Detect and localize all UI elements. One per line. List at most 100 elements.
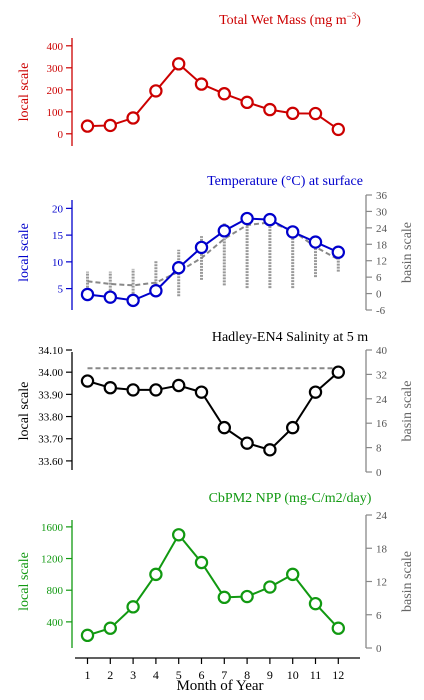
panel-title-text: Hadley-EN4 Salinity at 5 m: [212, 330, 368, 345]
left-tick-label: 100: [47, 107, 64, 119]
left-tick-label: 33.90: [38, 389, 63, 401]
panel-title: CbPM2 NPP (mg-C/m2/day): [209, 491, 372, 506]
left-tick-label: 800: [47, 585, 64, 597]
left-tick-label: 33.70: [38, 434, 63, 446]
data-point: [194, 240, 209, 255]
series-line: [87, 62, 339, 131]
series-line: [87, 371, 339, 451]
data-point: [331, 122, 345, 137]
right-tick-label: 18: [376, 239, 388, 251]
data-point: [331, 245, 345, 259]
x-tick-label: 4: [153, 668, 159, 682]
data-point: [286, 420, 300, 435]
x-tick-label: 6: [199, 668, 205, 682]
data-point: [308, 385, 323, 399]
right-tick-label: 30: [376, 206, 388, 218]
left-tick-label: 400: [47, 617, 64, 629]
panel-title: Hadley-EN4 Salinity at 5 m: [212, 330, 368, 345]
panel-title-text: Temperature (°C) at surface: [207, 174, 363, 189]
right-tick-label: 0: [376, 467, 382, 479]
series-line: [87, 533, 340, 637]
data-point: [149, 383, 163, 397]
right-tick-label: 24: [376, 223, 388, 235]
data-point: [149, 84, 163, 98]
data-point: [194, 77, 209, 91]
panel-title-text: Total Wet Mass (mg m: [219, 13, 347, 28]
right-tick-label: 36: [376, 190, 388, 202]
data-point: [103, 381, 118, 395]
data-point: [194, 555, 209, 570]
data-point: [171, 261, 186, 275]
data-point: [171, 528, 186, 542]
left-tick-label: 34.00: [38, 367, 63, 379]
data-point: [263, 212, 277, 227]
right-tick-label: 6: [376, 272, 382, 284]
x-axis: 1 2 3 4 5 6 7 8 9 10 11 12 Month of Year: [75, 657, 360, 694]
panel-title-text: CbPM2 NPP (mg-C/m2/day): [209, 491, 372, 506]
left-tick-label: 33.60: [38, 456, 63, 468]
data-point: [286, 225, 300, 239]
x-tick-label: 1: [85, 668, 91, 682]
data-point: [331, 365, 345, 379]
data-point: [240, 436, 254, 450]
x-tick-label: 2: [107, 668, 113, 682]
panel-title: Total Wet Mass (mg m−3): [219, 11, 361, 28]
left-axis-label: local scale: [17, 552, 32, 611]
data-point: [171, 378, 186, 393]
data-point: [286, 106, 300, 121]
right-tick-label: 40: [376, 345, 388, 357]
data-point: [240, 211, 254, 226]
right-axis-label: basin scale: [400, 222, 415, 283]
data-point: [263, 102, 277, 117]
series-line: [87, 217, 339, 302]
data-point: [194, 385, 209, 399]
panel-title: Temperature (°C) at surface: [207, 174, 363, 189]
x-tick-label: 10: [287, 668, 299, 682]
right-tick-label: 6: [376, 610, 382, 622]
x-tick-label: 7: [221, 668, 227, 682]
left-tick-label: 200: [47, 85, 64, 97]
left-tick-label: 10: [52, 257, 64, 269]
chart-panel-2: Temperature (°C) at surface 5 10 15 20 local …: [17, 174, 415, 317]
data-point: [308, 235, 323, 249]
data-point: [103, 118, 118, 133]
chart-panel-3: Hadley-EN4 Salinity at 5 m 34.10 34.00 33.9…: [17, 330, 415, 479]
data-point: [103, 621, 118, 635]
panel-title-superscript: −3: [347, 11, 357, 21]
data-point: [217, 590, 231, 605]
x-tick-label: 8: [244, 668, 250, 682]
data-point: [286, 567, 300, 582]
data-point: [331, 621, 345, 635]
data-point: [240, 589, 254, 604]
right-tick-label: 32: [376, 369, 387, 381]
panel-title-end: ): [356, 13, 361, 28]
panels-group: Total Wet Mass (mg m−3)0100200300400loca…: [17, 11, 415, 655]
data-point: [263, 580, 277, 594]
x-tick-label: 9: [267, 668, 273, 682]
data-point: [263, 443, 277, 457]
left-tick-label: 5: [58, 284, 64, 296]
chart-panel-1: Total Wet Mass (mg m−3) 0 100 200 300 400 loca…: [17, 11, 361, 146]
data-point: [217, 87, 231, 101]
right-tick-label: 8: [376, 443, 382, 455]
left-tick-label: 34.10: [38, 345, 63, 357]
right-tick-label: 12: [376, 577, 387, 589]
x-tick-label: 11: [310, 668, 322, 682]
data-point: [149, 567, 163, 582]
right-tick-label: -6: [376, 305, 386, 317]
data-point: [126, 111, 140, 125]
right-tick-label: 12: [376, 256, 387, 268]
right-axis-label: basin scale: [400, 380, 415, 441]
x-tick-label: 3: [130, 668, 136, 682]
x-axis-label: Month of Year: [176, 678, 263, 694]
left-tick-label: 1600: [41, 522, 64, 534]
data-point: [126, 293, 140, 308]
left-axis-label: local scale: [17, 63, 32, 122]
data-point: [126, 600, 140, 614]
basin-mean-line: [87, 221, 339, 287]
right-tick-label: 0: [376, 289, 382, 301]
left-tick-label: 1200: [41, 554, 64, 566]
data-point: [217, 224, 231, 238]
data-point: [171, 57, 186, 71]
x-ticks: 1 2 3 4 5 6 7 8 9 10 11 12: [85, 658, 344, 682]
